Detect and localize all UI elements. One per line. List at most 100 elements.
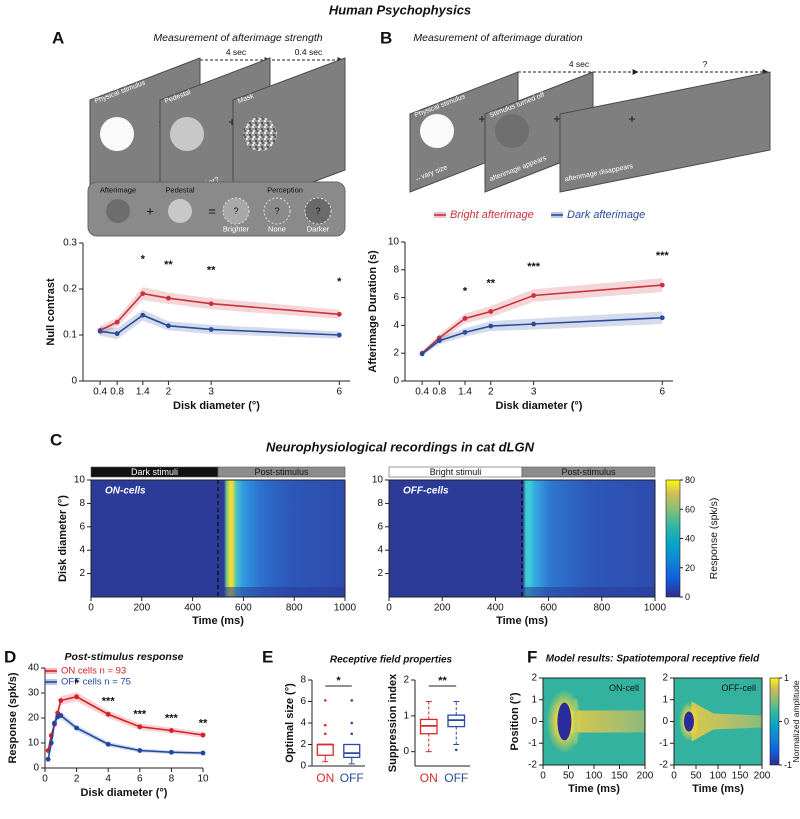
x-tick-label: 1.4 xyxy=(136,387,150,398)
x-axis-label: Time (ms) xyxy=(496,615,548,627)
y-tick-label: 0.3 xyxy=(63,238,77,249)
y-tick-label: 8 xyxy=(300,675,306,686)
x-tick-label: 1000 xyxy=(644,603,667,614)
point xyxy=(169,749,174,755)
section-title: Neurophysiological recordings in cat dLG… xyxy=(266,440,535,455)
point xyxy=(137,724,143,730)
key-symbol: ? xyxy=(315,206,320,216)
legend-label: Dark afterimage xyxy=(567,209,645,221)
y-tick-label: -1 xyxy=(659,738,668,749)
key-disk xyxy=(106,199,130,223)
point xyxy=(659,282,665,288)
disk xyxy=(100,117,134,151)
point xyxy=(166,295,171,301)
outlier xyxy=(323,699,327,702)
error-band xyxy=(422,311,663,356)
key-label: Pedestal xyxy=(165,186,195,195)
colorbar-tick-label: 0 xyxy=(685,592,690,602)
x-tick-label: 400 xyxy=(487,603,504,614)
point xyxy=(48,740,54,746)
x-tick-label: 4 xyxy=(105,774,111,785)
x-tick-label: 2 xyxy=(166,387,172,398)
screen xyxy=(232,57,346,213)
screen xyxy=(559,71,771,193)
significance: *** xyxy=(656,250,670,262)
point xyxy=(208,327,214,332)
y-tick-label: 0 xyxy=(33,763,39,774)
point xyxy=(659,315,665,321)
key-label: Afterimage xyxy=(100,186,136,195)
series-line xyxy=(47,714,204,760)
y-tick-label: 4 xyxy=(79,545,85,556)
y-tick-label: 10 xyxy=(28,738,40,749)
y-tick-label: 8 xyxy=(393,264,399,275)
point xyxy=(531,293,537,298)
outlier xyxy=(350,732,354,736)
box xyxy=(316,743,334,756)
y-axis-label: Null contrast xyxy=(45,278,57,346)
y-tick-label: 1 xyxy=(531,694,537,705)
y-tick-label: 0.2 xyxy=(63,284,77,295)
point xyxy=(419,351,425,357)
diagram-title: Measurement of afterimage strength xyxy=(153,32,322,44)
y-tick-label: 2 xyxy=(662,673,668,684)
phase-label: Bright stimuli xyxy=(430,467,482,477)
panel-label: ON-cells xyxy=(105,486,146,497)
point xyxy=(114,319,120,325)
y-axis-label: Response (spk/s) xyxy=(7,672,19,763)
key-label: Perception xyxy=(267,186,303,195)
y-tick-label: 2 xyxy=(300,739,306,750)
y-tick-label: 6 xyxy=(377,521,383,532)
error-band xyxy=(100,287,340,335)
colorbar-tick-label: 80 xyxy=(685,475,695,485)
x-tick-label: 150 xyxy=(611,771,628,782)
key-option xyxy=(222,197,250,225)
x-tick-label: 0.4 xyxy=(415,387,429,398)
point xyxy=(488,309,494,314)
category-label: ON xyxy=(420,771,438,785)
y-tick-label: 0 xyxy=(531,716,537,727)
point xyxy=(137,748,143,753)
point xyxy=(58,713,64,718)
key-operator: + xyxy=(146,204,154,219)
panel-letter: B xyxy=(380,29,392,48)
colorbar-tick-label: 1 xyxy=(784,673,789,683)
y-tick-label: 0.1 xyxy=(63,330,77,341)
point xyxy=(114,331,120,337)
y-tick-label: 0 xyxy=(403,746,409,757)
x-axis-label: Time (ms) xyxy=(568,783,620,795)
panel-letter: F xyxy=(527,648,537,667)
heatmap-image xyxy=(523,480,655,597)
y-tick-label: 6 xyxy=(393,292,399,303)
legend-label: OFF cells n = 75 xyxy=(61,677,131,688)
heatmap-image xyxy=(557,702,572,741)
phase-label: Post-stimulus xyxy=(254,467,309,477)
y-tick-label: 30 xyxy=(28,688,40,699)
chart-title: Receptive field properties xyxy=(330,655,453,666)
legend-label: Bright afterimage xyxy=(450,209,534,221)
heatmap-image xyxy=(224,480,345,597)
significance: *** xyxy=(165,713,179,725)
y-axis-label: Optimal size (°) xyxy=(284,683,296,763)
section-title: Human Psychophysics xyxy=(329,3,471,18)
significance: ** xyxy=(438,675,447,687)
heatmap-image xyxy=(224,587,345,597)
y-tick-label: 8 xyxy=(377,498,383,509)
chart-title: Post-stimulus response xyxy=(64,651,183,663)
point xyxy=(52,720,57,726)
significance: ** xyxy=(164,259,173,271)
significance: * xyxy=(141,254,146,266)
point xyxy=(336,311,342,317)
duration-label: 0.4 sec xyxy=(295,47,323,57)
x-axis-label: Time (ms) xyxy=(692,783,744,795)
y-tick-label: 40 xyxy=(28,663,40,674)
point xyxy=(140,291,146,296)
duration-label: 4 sec xyxy=(569,59,590,69)
x-tick-label: 0 xyxy=(671,771,677,782)
point xyxy=(200,732,206,738)
category-label: OFF xyxy=(340,771,364,785)
point xyxy=(58,698,64,703)
x-tick-label: 0.8 xyxy=(432,387,446,398)
x-tick-label: 1.4 xyxy=(458,387,472,398)
colorbar-tick-label: 0 xyxy=(784,717,789,727)
